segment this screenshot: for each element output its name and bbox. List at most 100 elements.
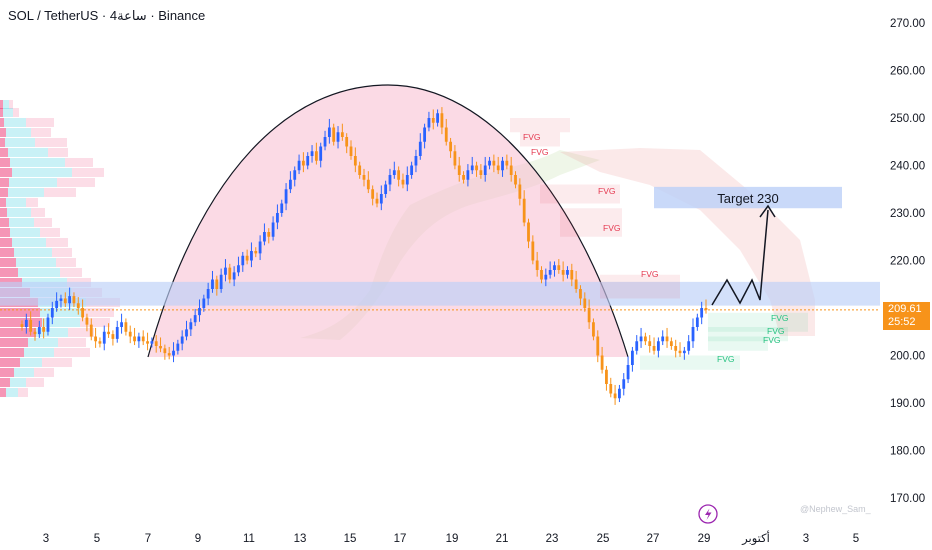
candle-body — [224, 267, 227, 275]
candle-body — [245, 255, 249, 261]
volume-bar — [0, 388, 6, 397]
candle-body — [548, 270, 552, 275]
candle-body — [579, 289, 582, 299]
projection-arrowhead — [759, 204, 776, 218]
fvg-label: FVG — [763, 335, 780, 345]
candle-body — [436, 113, 439, 123]
volume-bar — [10, 378, 26, 387]
volume-bar — [0, 308, 40, 317]
candle-body — [401, 179, 405, 185]
candle-body — [557, 265, 561, 270]
candle-body — [289, 179, 292, 190]
volume-bar — [18, 268, 60, 277]
y-tick-label: 180.00 — [890, 446, 925, 458]
candle-body — [535, 260, 539, 270]
dome-curve — [147, 84, 629, 358]
volume-bar — [3, 100, 9, 109]
candle-body — [544, 274, 548, 280]
candle-body — [561, 270, 565, 275]
fvg-label: FVG — [717, 354, 734, 364]
volume-bar — [0, 218, 9, 227]
volume-bar — [8, 188, 44, 197]
projection-path — [711, 204, 776, 306]
volume-bar — [52, 248, 72, 257]
candle-body — [700, 308, 704, 318]
volume-bar — [3, 108, 13, 117]
candle-body — [189, 322, 193, 330]
candle-body — [661, 336, 665, 342]
volume-bar — [0, 248, 14, 257]
candle-body — [85, 317, 89, 325]
candle-body — [397, 170, 401, 180]
candle-body — [639, 336, 643, 342]
candle-body — [605, 369, 608, 384]
volume-bar — [82, 308, 114, 317]
volume-bar — [68, 328, 94, 337]
candle-body — [635, 341, 639, 351]
fvg-label: FVG — [603, 223, 620, 233]
volume-bar — [14, 248, 52, 257]
last-price-badge: 209.61 25:52 — [883, 302, 930, 330]
fvg-label: FVG — [531, 147, 548, 157]
candle-body — [50, 308, 54, 318]
candle-body — [20, 324, 24, 327]
volume-bar — [0, 148, 8, 157]
volume-bar — [12, 238, 46, 247]
candle-body — [349, 146, 353, 156]
volume-bar — [58, 338, 86, 347]
candle-body — [570, 270, 574, 280]
candle-body — [353, 156, 357, 166]
watermark: @Nephew_Sam_ — [800, 504, 872, 514]
volume-bar — [34, 218, 52, 227]
candle-body — [366, 179, 370, 190]
candle-body — [111, 334, 115, 339]
fvg-zone — [600, 274, 680, 299]
volume-bar — [0, 348, 24, 357]
candle-body — [332, 127, 336, 142]
candle-body — [167, 353, 171, 356]
candle-body — [618, 388, 621, 399]
volume-bar — [0, 100, 3, 109]
candle-body — [314, 151, 318, 161]
volume-bar — [0, 128, 6, 137]
candle-body — [475, 165, 478, 171]
fvg-zone — [540, 184, 620, 204]
volume-bar — [26, 198, 38, 207]
volume-bar — [6, 198, 26, 207]
candle-body — [613, 393, 617, 399]
chart-title: SOL / TetherUS · 4ساعة · Binance — [8, 8, 206, 23]
candle-body — [410, 165, 414, 175]
volume-bar — [28, 338, 58, 347]
volume-bar — [4, 118, 26, 127]
volume-bar — [36, 328, 68, 337]
candle-body — [656, 341, 660, 351]
candle-body — [327, 127, 331, 137]
volume-bar — [7, 208, 31, 217]
volume-bar — [0, 328, 36, 337]
lightning-icon[interactable] — [698, 504, 718, 524]
candle-body — [29, 319, 33, 332]
volume-bar — [0, 118, 4, 127]
volume-bar — [0, 368, 14, 377]
candle-body — [206, 289, 210, 299]
volume-bar — [6, 388, 18, 397]
candle-body — [163, 348, 167, 354]
x-tick-label: 5 — [853, 533, 859, 545]
volume-bar — [40, 308, 82, 317]
candle-body — [46, 317, 50, 332]
candle-body — [678, 350, 682, 354]
volume-bar — [18, 388, 28, 397]
candle-body — [254, 251, 258, 254]
candle-body — [241, 255, 245, 266]
volume-profile — [0, 100, 120, 397]
volume-bar — [0, 378, 10, 387]
y-axis: 270.00260.00250.00240.00230.00220.00210.… — [890, 18, 925, 505]
volume-bar — [0, 198, 6, 207]
candle-body — [509, 165, 513, 175]
candle-body — [392, 170, 396, 175]
y-tick-label: 190.00 — [890, 398, 925, 410]
volume-bar — [0, 178, 9, 187]
candle-body — [120, 322, 123, 327]
candle-body — [566, 270, 569, 275]
